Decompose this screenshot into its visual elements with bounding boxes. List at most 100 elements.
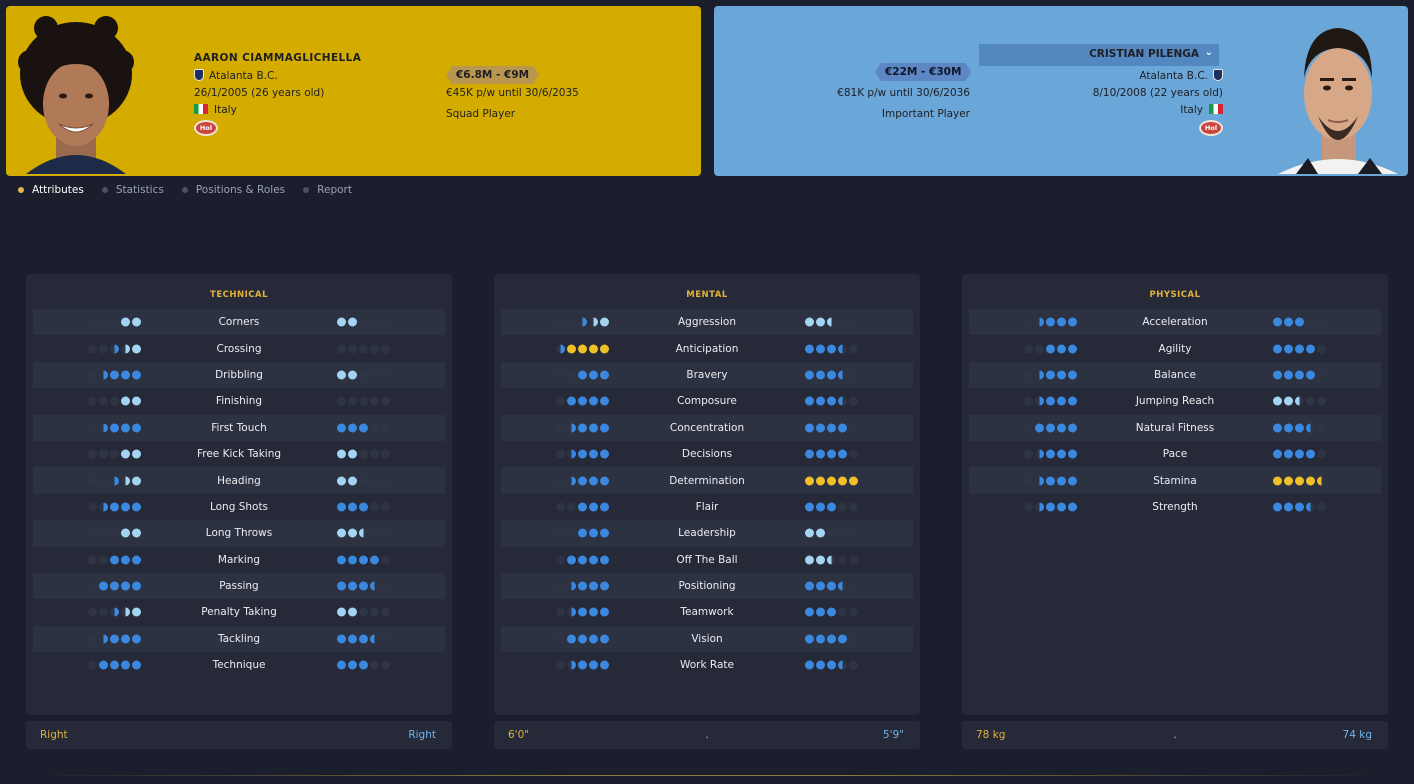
rating-dot (1046, 370, 1055, 380)
rating-dot (589, 607, 598, 617)
attribute-label: Agility (1158, 342, 1192, 355)
left-player-rating-dots (88, 396, 141, 406)
rating-dot (600, 634, 609, 644)
attribute-row[interactable]: Flair (501, 494, 913, 520)
rating-dot (567, 607, 576, 617)
attribute-row[interactable]: Finishing (33, 388, 445, 414)
attribute-row[interactable]: Work Rate (501, 652, 913, 678)
left-player-club[interactable]: Atalanta B.C. (194, 69, 278, 82)
rating-dot (381, 423, 390, 433)
left-preferred-foot: Right (40, 729, 68, 741)
attribute-row[interactable]: Composure (501, 388, 913, 414)
bottom-divider (30, 775, 1384, 776)
rating-dot (838, 344, 847, 354)
attribute-row[interactable]: Anticipation (501, 335, 913, 361)
rating-dot (1024, 396, 1033, 406)
rating-dot (359, 502, 368, 512)
left-player-rating-dots (556, 581, 609, 591)
rating-dot (1284, 449, 1293, 459)
rating-dot (838, 449, 847, 459)
attribute-row[interactable]: Leadership (501, 520, 913, 547)
attribute-row[interactable]: Concentration (501, 414, 913, 441)
attribute-row[interactable]: Acceleration (969, 309, 1381, 336)
attribute-row[interactable]: Long Shots (33, 494, 445, 520)
attribute-row[interactable]: Stamina (969, 467, 1381, 494)
right-player-club[interactable]: Atalanta B.C. (1139, 69, 1223, 82)
attribute-row[interactable]: Free Kick Taking (33, 441, 445, 467)
attribute-row[interactable]: Crossing (33, 335, 445, 361)
tab-report[interactable]: Report (303, 184, 352, 196)
attribute-row[interactable]: Vision (501, 625, 913, 653)
rating-dot (567, 344, 576, 354)
left-player-name[interactable]: AARON CIAMMAGLICHELLA (194, 52, 362, 64)
rating-dot (1273, 449, 1282, 459)
right-player-selector[interactable]: CRISTIAN PILENGA ⌄ (979, 44, 1219, 66)
rating-dot (838, 317, 847, 327)
rating-dot (838, 370, 847, 380)
rating-dot (110, 607, 119, 617)
rating-dot (1317, 449, 1326, 459)
right-height: 5'9" (882, 729, 904, 741)
attribute-row[interactable]: Agility (969, 335, 1381, 361)
rating-dot (827, 423, 836, 433)
attribute-row[interactable]: Positioning (501, 572, 913, 600)
rating-dot (589, 344, 598, 354)
rating-dot (567, 634, 576, 644)
right-player-rating-dots (805, 344, 858, 354)
tab-attributes[interactable]: Attributes (18, 184, 84, 196)
attribute-row[interactable]: Strength (969, 494, 1381, 520)
tab-statistics[interactable]: Statistics (101, 184, 164, 196)
rating-dot (816, 344, 825, 354)
rating-dot (359, 660, 368, 670)
rating-dot (805, 502, 814, 512)
attribute-label: Positioning (678, 580, 736, 593)
rating-dot (359, 634, 368, 644)
attribute-row[interactable]: Dribbling (33, 361, 445, 389)
rating-dot (827, 660, 836, 670)
attribute-row[interactable]: Passing (33, 572, 445, 600)
attribute-row[interactable]: Teamwork (501, 599, 913, 625)
right-personality-badge[interactable]: Hol (1199, 120, 1223, 136)
rating-dot (370, 317, 379, 327)
rating-dot (348, 581, 357, 591)
left-player-rating-dots (88, 555, 141, 565)
left-personality-badge[interactable]: Hol (194, 120, 218, 136)
attribute-row[interactable]: Tackling (33, 625, 445, 653)
rating-dot (578, 344, 587, 354)
rating-dot (370, 555, 379, 565)
tab-label: Report (317, 184, 352, 196)
attribute-label: Stamina (1153, 474, 1197, 487)
attribute-row[interactable]: Pace (969, 441, 1381, 467)
club-crest-icon (194, 69, 204, 81)
left-player-rating-dots (1024, 502, 1077, 512)
rating-dot (805, 449, 814, 459)
rating-dot (132, 344, 141, 354)
attribute-row[interactable]: Corners (33, 309, 445, 336)
attribute-row[interactable]: Heading (33, 467, 445, 494)
attribute-row[interactable]: Penalty Taking (33, 599, 445, 625)
attribute-row[interactable]: Off The Ball (501, 547, 913, 573)
rating-dot (1295, 370, 1304, 380)
attribute-row[interactable]: First Touch (33, 414, 445, 441)
rating-dot (1306, 476, 1315, 486)
attribute-row[interactable]: Aggression (501, 309, 913, 336)
rating-dot (600, 476, 609, 486)
attribute-row[interactable]: Bravery (501, 361, 913, 389)
attribute-row[interactable]: Natural Fitness (969, 414, 1381, 441)
tab-positions-roles[interactable]: Positions & Roles (181, 184, 285, 196)
attribute-row[interactable]: Marking (33, 547, 445, 573)
attribute-row[interactable]: Determination (501, 467, 913, 494)
rating-dot (337, 449, 346, 459)
attribute-row[interactable]: Decisions (501, 441, 913, 467)
attribute-row[interactable]: Technique (33, 652, 445, 678)
attribute-row[interactable]: Long Throws (33, 520, 445, 547)
attribute-row[interactable]: Balance (969, 361, 1381, 389)
rating-dot (816, 396, 825, 406)
rating-dot (578, 634, 587, 644)
chevron-down-icon[interactable]: ⌄ (1204, 47, 1213, 58)
rating-dot (589, 423, 598, 433)
left-player-card: AARON CIAMMAGLICHELLA Atalanta B.C. 26/1… (6, 6, 701, 176)
rating-dot (121, 607, 130, 617)
attribute-list: Corners Crossing Dribbling Finishing First T… (26, 309, 452, 678)
attribute-row[interactable]: Jumping Reach (969, 388, 1381, 414)
